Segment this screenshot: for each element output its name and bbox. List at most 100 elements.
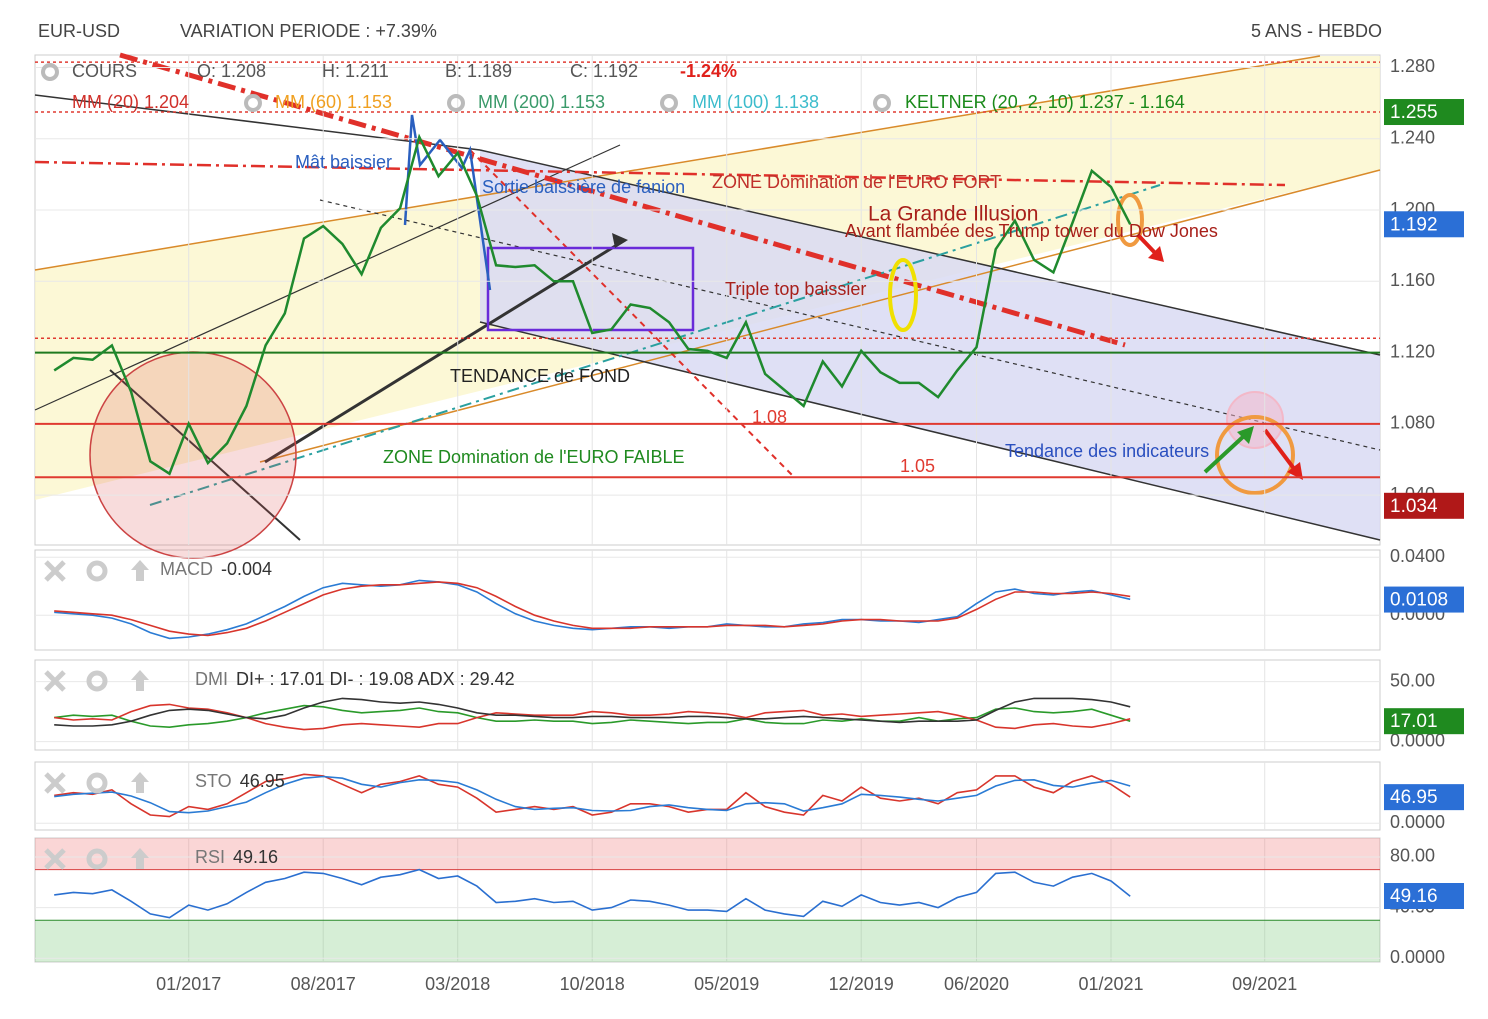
close-icon — [44, 848, 66, 870]
annotation: 1.05 — [900, 456, 935, 476]
annotation: Avant flambée des Trump tower du Dow Jon… — [845, 221, 1218, 241]
annotation: ZONE Domination de l'EURO FAIBLE — [383, 447, 685, 467]
price-badge — [1384, 883, 1464, 910]
symbol: EUR-USD — [38, 21, 120, 41]
y-tick-label: 0.0000 — [1390, 730, 1445, 750]
trend-line — [479, 149, 1381, 356]
trend-line — [34, 94, 481, 151]
close-icon — [44, 670, 66, 692]
price-badge — [1384, 586, 1464, 613]
y-tick-label: 80.00 — [1390, 846, 1435, 866]
variation: VARIATION PERIODE : +7.39% — [180, 21, 437, 41]
price-badge — [1384, 211, 1464, 238]
price-line — [53, 133, 1132, 476]
price-badge — [1384, 708, 1464, 735]
macd-panel — [34, 549, 1381, 651]
highlight — [888, 258, 918, 332]
indicator-line — [54, 579, 1131, 640]
highlight — [1215, 415, 1295, 495]
move-icon — [131, 560, 149, 581]
annotation: Mât baissier — [295, 152, 392, 172]
y-tick-label: 1.280 — [1390, 56, 1435, 76]
legend-item: MM (60) 1.153 — [275, 92, 392, 112]
price-badge — [1384, 784, 1464, 811]
legend-item: MM (20) 1.204 — [72, 92, 189, 112]
indicator-line — [54, 581, 1131, 637]
arrow-head — [1287, 462, 1303, 480]
price-badge — [1384, 99, 1464, 126]
data-layer: 01/2017 08/2017 03/2018 10/2018 05/2019 12/20… — [35, 55, 1464, 994]
price-badge-label: 1.255 — [1390, 102, 1438, 123]
annotation: Sortie baissière de fanion — [482, 177, 685, 197]
settings-icon — [244, 94, 262, 112]
indicator-readout: 49.16 — [233, 847, 278, 867]
trend-line — [259, 169, 1381, 463]
price-badge-label: 46.95 — [1390, 787, 1438, 808]
y-tick-label: 0.0400 — [1390, 546, 1445, 566]
indicator-line — [54, 704, 1131, 729]
move-icon — [131, 848, 149, 869]
settings-icon — [86, 772, 108, 794]
annotation: La Grande Illusion — [868, 203, 1038, 226]
x-tick-label: 09/2021 — [1232, 974, 1297, 994]
price-badge-label: 1.034 — [1390, 496, 1438, 517]
settings-icon — [86, 670, 108, 692]
arrow-head — [1148, 246, 1164, 262]
x-tick-label: 01/2021 — [1078, 974, 1143, 994]
price-badge-label: 49.16 — [1390, 886, 1438, 907]
pennant — [403, 114, 492, 291]
x-tick-label: 05/2019 — [694, 974, 759, 994]
trend-line — [34, 144, 621, 411]
x-tick-label: 12/2019 — [829, 974, 894, 994]
indicator-line — [54, 773, 1131, 818]
x-tick-label: 01/2017 — [156, 974, 221, 994]
price-badge — [1384, 492, 1464, 519]
legend-item: COURS — [72, 61, 137, 81]
indicator-line — [54, 868, 1131, 919]
legend-item: KELTNER (20, 2, 10) 1.237 - 1.164 — [905, 92, 1185, 112]
close-icon — [44, 772, 66, 794]
y-tick-label: 1.120 — [1390, 341, 1435, 361]
indicator-readout: DI+ : 17.01 DI- : 19.08 ADX : 29.42 — [236, 669, 515, 689]
price-badge-label: 1.192 — [1390, 214, 1438, 235]
y-tick-label: 0.0000 — [1390, 947, 1445, 967]
indicator-line — [54, 775, 1131, 814]
trend-line — [264, 238, 626, 464]
trend-line — [479, 321, 1381, 541]
period: 5 ANS - HEBDO — [1251, 21, 1382, 41]
legend-item: C: 1.192 — [570, 61, 638, 81]
indicator-line — [54, 697, 1131, 727]
overbought-zone — [35, 838, 1380, 870]
settings-icon — [86, 560, 108, 582]
highlight — [1116, 193, 1144, 247]
annotation: Triple top baissier — [725, 279, 866, 299]
arrow — [1203, 433, 1247, 474]
legend-item: B: 1.189 — [445, 61, 512, 81]
x-tick-label: 08/2017 — [291, 974, 356, 994]
settings-icon — [41, 63, 59, 81]
resistance-line — [119, 52, 1126, 348]
indicator-readout: -0.004 — [221, 559, 272, 579]
trend-line — [34, 55, 1321, 271]
x-tick-label: 06/2020 — [944, 974, 1009, 994]
indicator-readout: 46.95 — [240, 771, 285, 791]
resistance-line — [34, 160, 1286, 187]
settings-icon — [447, 94, 465, 112]
arrow-head — [1237, 426, 1254, 444]
price-badge-label: 0.0108 — [1390, 590, 1448, 611]
drawings — [34, 52, 1381, 559]
price-badge-label: 17.01 — [1390, 711, 1438, 732]
oversold-zone — [35, 920, 1380, 962]
y-tick-label: 1.240 — [1390, 127, 1435, 147]
settings-icon — [660, 94, 678, 112]
arrow — [1263, 428, 1297, 472]
legend-item: -1.24% — [680, 61, 737, 81]
annotation: TENDANCE de FOND — [450, 366, 630, 386]
legend-item: MM (100) 1.138 — [692, 92, 819, 112]
settings-icon — [873, 94, 891, 112]
indicator-name: RSI — [195, 847, 225, 867]
y-tick-label: 50.00 — [1390, 670, 1435, 690]
y-tick-label: 1.080 — [1390, 413, 1435, 433]
